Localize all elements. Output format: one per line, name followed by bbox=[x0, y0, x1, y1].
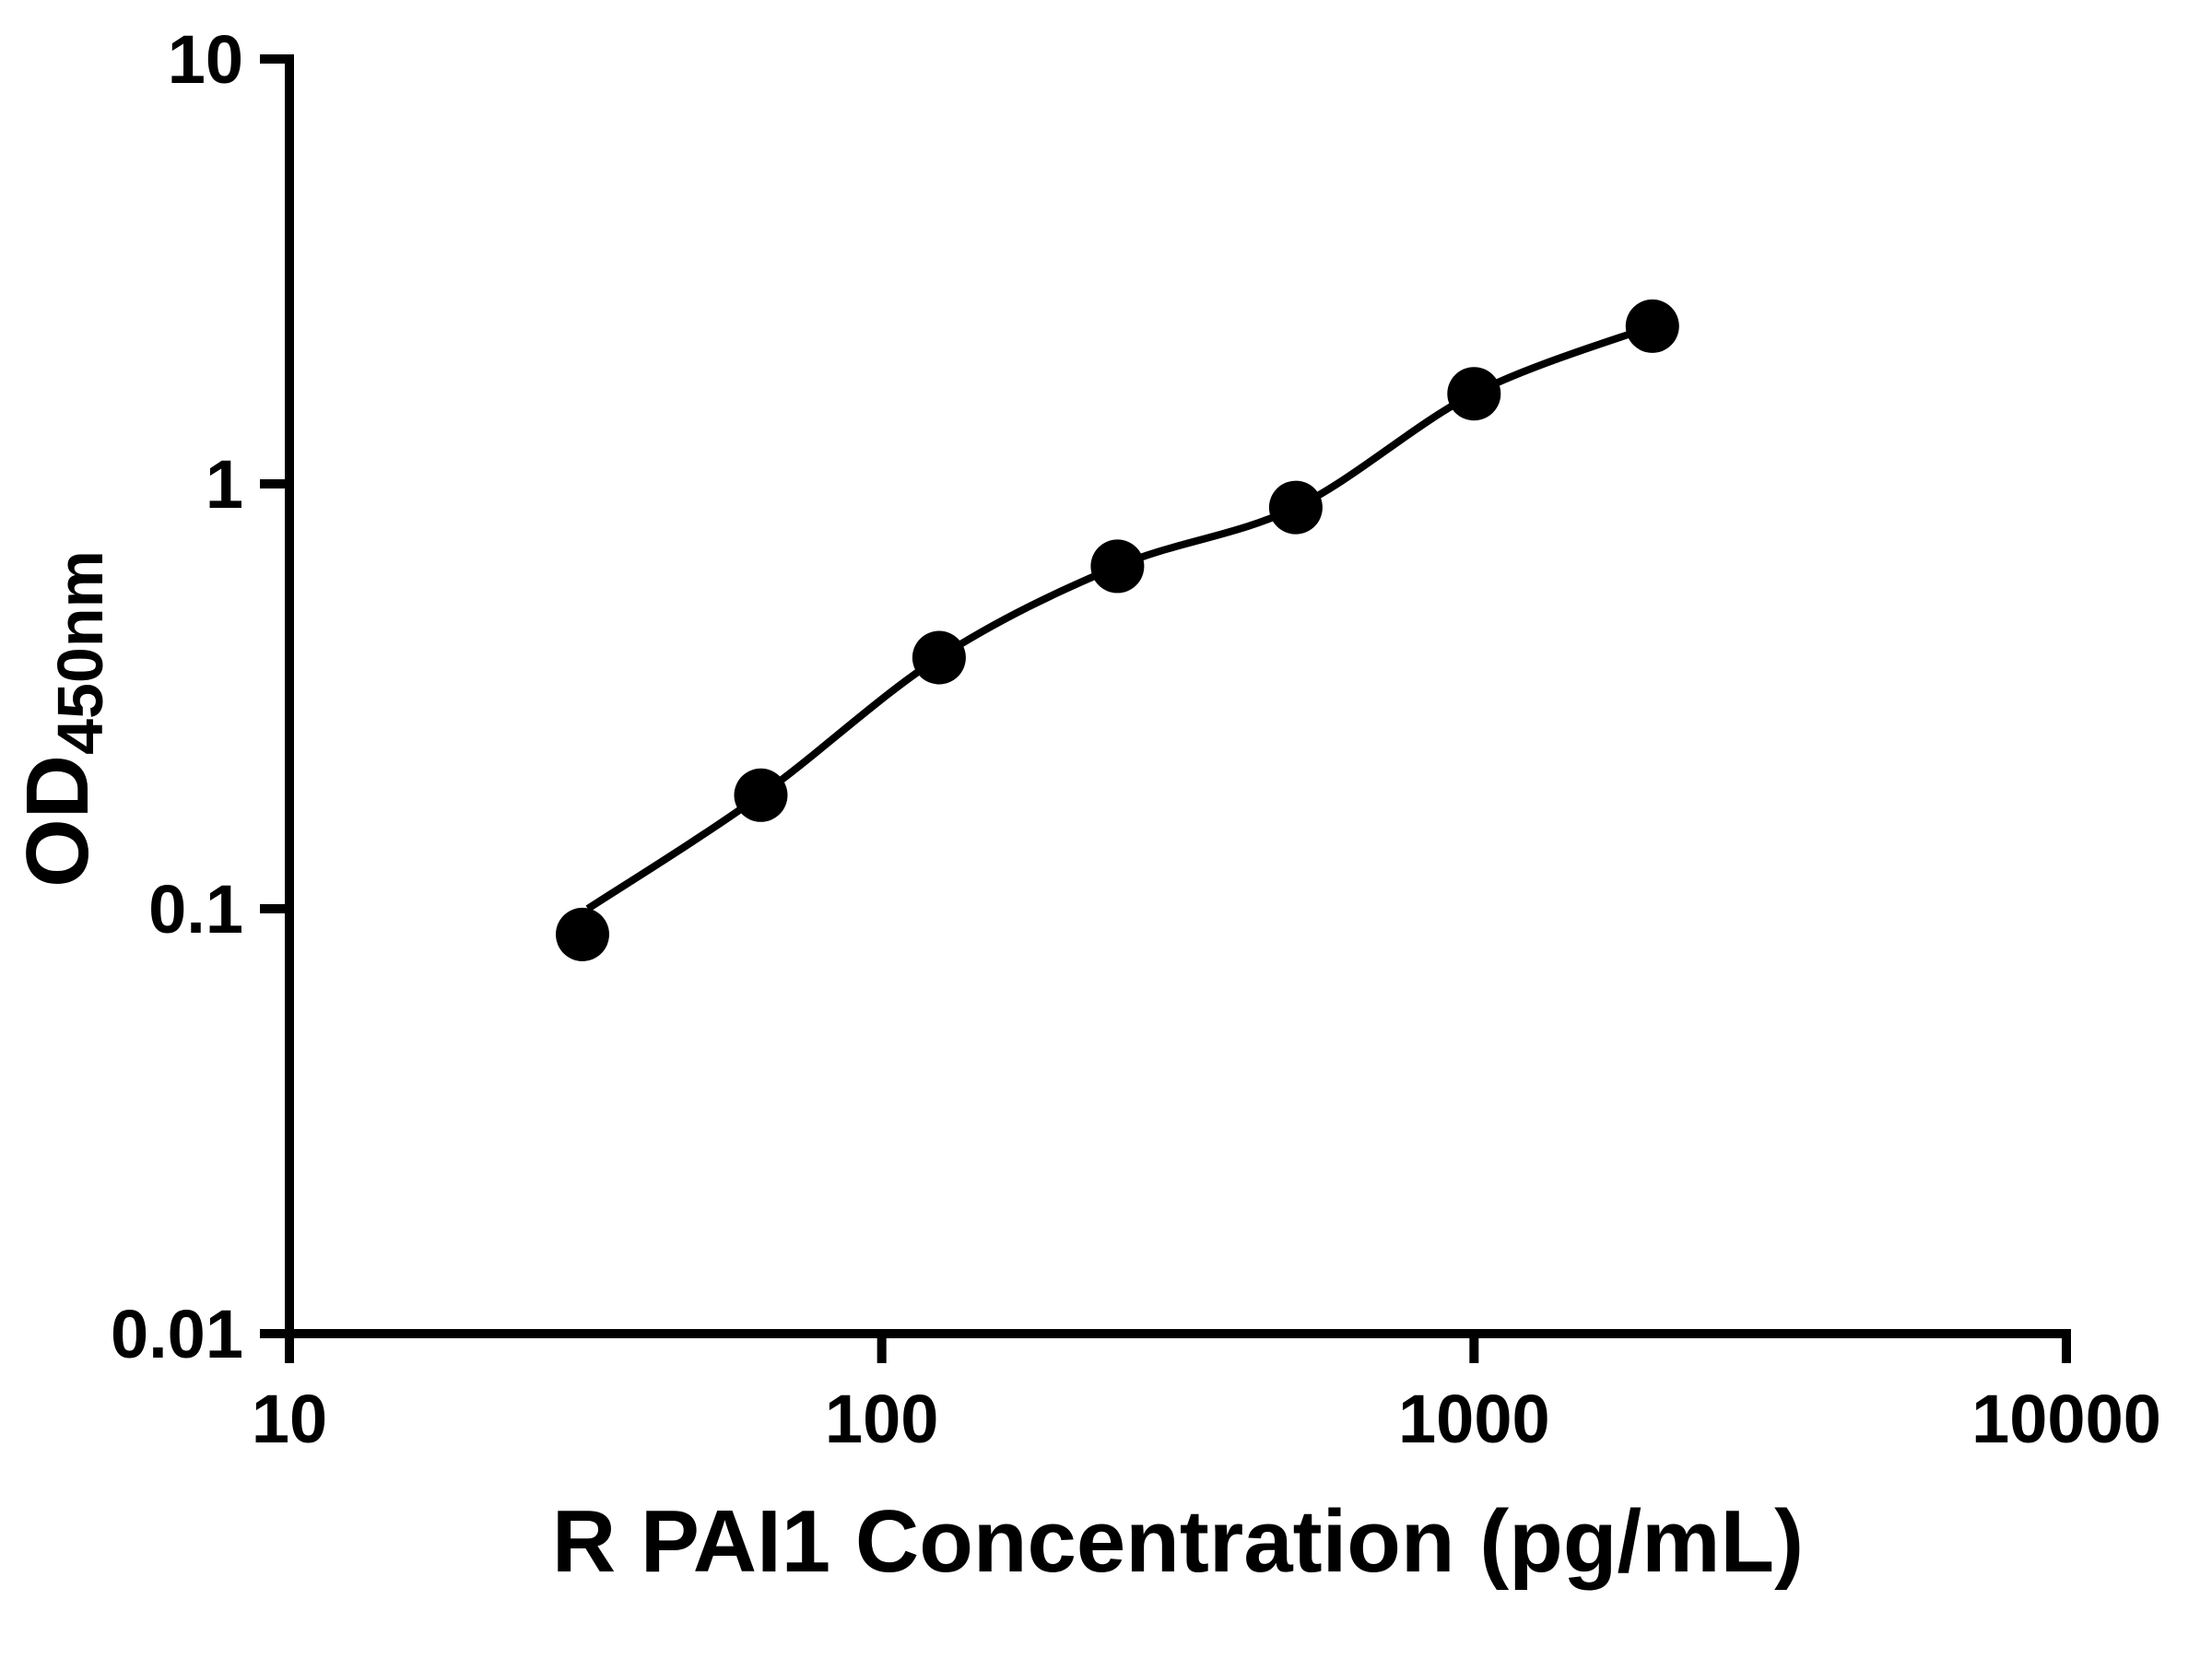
y-tick-label: 1 bbox=[206, 446, 243, 523]
plot-area: 10 100 1000 10000 0.01 0.1 1 10 bbox=[111, 21, 2161, 1457]
fit-line bbox=[585, 323, 1654, 912]
data-point bbox=[1090, 539, 1145, 594]
y-tick-label: 0.1 bbox=[148, 871, 243, 947]
data-point bbox=[734, 768, 788, 822]
data-point bbox=[1625, 299, 1679, 353]
x-tick-label: 10 bbox=[252, 1381, 327, 1457]
data-point bbox=[556, 907, 609, 961]
x-tick-label: 100 bbox=[825, 1381, 938, 1457]
data-point bbox=[1447, 367, 1501, 421]
data-point bbox=[912, 630, 966, 685]
x-axis-title: R PAI1 Concentration (pg/mL) bbox=[552, 1492, 1804, 1591]
y-tick-label: 0.01 bbox=[111, 1296, 243, 1372]
y-axis-title-main: OD bbox=[8, 755, 107, 888]
data-point bbox=[1268, 480, 1323, 535]
y-axis-title-sub: 450nm bbox=[44, 550, 116, 755]
x-tick-label: 1000 bbox=[1398, 1381, 1550, 1457]
y-tick-label: 10 bbox=[168, 21, 243, 98]
y-axis-title: OD450nm bbox=[8, 550, 116, 888]
x-tick-label: 10000 bbox=[1971, 1381, 2161, 1457]
